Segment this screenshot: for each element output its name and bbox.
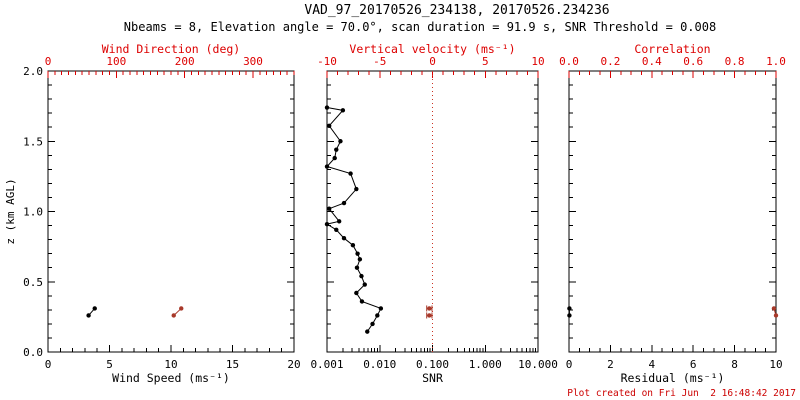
- y-tick-label: 2.0: [23, 65, 43, 78]
- x-top-tick-label: 5: [482, 55, 489, 68]
- series-snr-profile: [324, 105, 384, 334]
- y-axis: [327, 70, 538, 353]
- panel-wind: 0.0 0.5 1.0 1.5 2.0 z (km AGL) 0 5 10 15 20 Wind Sp…: [4, 42, 301, 385]
- x-tick-label: 0.001: [310, 358, 343, 371]
- x-tick-label: 0.010: [363, 358, 396, 371]
- x-axis-bottom: [47, 345, 295, 352]
- x-axis-top: [326, 71, 539, 78]
- panel-frame: [47, 70, 295, 353]
- x-axis-top-title: Correlation: [634, 42, 710, 56]
- series-vertical-velocity: [426, 305, 433, 319]
- x-top-tick-label: 100: [106, 55, 126, 68]
- x-top-tick-label: 0: [429, 55, 436, 68]
- x-top-tick-label: 300: [243, 55, 263, 68]
- panel-residual-correlation: 0 2 4 6 8 10 Residual (ms⁻¹) 0.0 0.2 0.4 0.6 0.8 1.0…: [559, 42, 786, 385]
- x-top-tick-label: 0.0: [559, 55, 579, 68]
- x-tick-label: 10: [769, 358, 782, 371]
- x-top-tick-label: 0.6: [683, 55, 703, 68]
- x-axis-bottom: [568, 345, 777, 352]
- y-axis: [569, 70, 776, 353]
- x-tick-label: 10.000: [518, 358, 558, 371]
- x-top-tick-label: -10: [317, 55, 337, 68]
- x-top-tick-label: 0.2: [600, 55, 620, 68]
- x-tick-label: 0: [45, 358, 52, 371]
- x-top-tick-label: 0.4: [642, 55, 662, 68]
- series-wind-direction: [171, 306, 184, 318]
- y-axis: [48, 70, 294, 353]
- plot-subtitle: Nbeams = 8, Elevation angle = 70.0°, sca…: [123, 20, 717, 34]
- x-tick-label: 5: [106, 358, 113, 371]
- x-tick-label: 4: [648, 358, 655, 371]
- series-wind-speed: [86, 306, 97, 318]
- y-tick-label: 1.5: [23, 135, 43, 148]
- x-axis-bottom-title: SNR: [422, 371, 443, 385]
- y-tick-label: 0.0: [23, 346, 43, 359]
- series-correlation: [771, 306, 779, 318]
- x-tick-label: 15: [226, 358, 239, 371]
- x-tick-label: 10: [164, 358, 177, 371]
- x-tick-label: 6: [690, 358, 697, 371]
- x-top-tick-label: 0.8: [725, 55, 745, 68]
- x-tick-label: 0.100: [416, 358, 449, 371]
- x-axis-top-title: Vertical velocity (ms⁻¹): [349, 42, 515, 56]
- x-tick-label: 8: [731, 358, 738, 371]
- x-axis-top: [47, 71, 295, 78]
- panel-snr-vertical-velocity: 0.001 0.010 0.100 1.000 10.000 SNR -10 -5 0 5 10 Ve…: [310, 42, 557, 385]
- plot-created-timestamp: Plot created on Fri Jun 2 16:48:42 2017: [567, 388, 796, 399]
- x-tick-label: 1.000: [469, 358, 502, 371]
- x-top-tick-label: -5: [373, 55, 386, 68]
- x-axis-bottom-title: Wind Speed (ms⁻¹): [112, 371, 230, 385]
- x-tick-label: 2: [607, 358, 614, 371]
- x-top-tick-label: 0: [45, 55, 52, 68]
- x-top-tick-label: 10: [531, 55, 544, 68]
- plot-title: VAD_97_20170526_234138, 20170526.234236: [304, 3, 610, 18]
- y-axis-title: z (km AGL): [4, 178, 17, 244]
- x-top-tick-label: 200: [175, 55, 195, 68]
- x-tick-label: 0: [566, 358, 573, 371]
- panel-frame: [568, 70, 777, 353]
- x-axis-top: [568, 71, 777, 78]
- x-axis-bottom-title: Residual (ms⁻¹): [621, 371, 725, 385]
- y-tick-label: 1.0: [23, 206, 43, 219]
- x-top-tick-label: 1.0: [766, 55, 786, 68]
- x-axis-top-title: Wind Direction (deg): [102, 42, 240, 56]
- y-tick-label: 0.5: [23, 276, 43, 289]
- x-axis-bottom: [326, 345, 539, 352]
- series-residual: [567, 306, 572, 318]
- x-tick-label: 20: [287, 358, 300, 371]
